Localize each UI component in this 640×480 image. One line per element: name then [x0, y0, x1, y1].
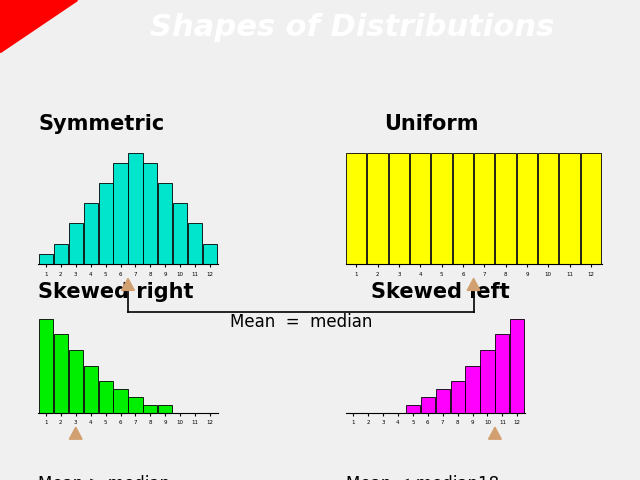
Bar	[559, 153, 580, 264]
Bar	[538, 153, 558, 264]
Bar	[510, 319, 524, 413]
Bar	[474, 153, 494, 264]
Bar	[68, 350, 83, 413]
Bar	[113, 389, 127, 413]
Bar	[173, 203, 188, 264]
Bar	[346, 153, 366, 264]
Bar	[99, 382, 113, 413]
Bar	[410, 153, 430, 264]
Bar	[453, 153, 473, 264]
Bar	[188, 224, 202, 264]
Bar	[451, 382, 465, 413]
Bar	[143, 163, 157, 264]
Bar	[367, 153, 388, 264]
Text: Symmetric: Symmetric	[38, 114, 164, 134]
Bar	[495, 334, 509, 413]
Polygon shape	[0, 0, 77, 52]
Bar	[39, 254, 53, 264]
Text: Mean > median: Mean > median	[38, 475, 170, 480]
Text: Skewed left: Skewed left	[371, 282, 510, 302]
Bar	[68, 224, 83, 264]
Bar	[581, 153, 601, 264]
Bar	[158, 183, 172, 264]
Bar	[158, 405, 172, 413]
Bar	[39, 319, 53, 413]
Bar	[495, 153, 516, 264]
Bar	[54, 244, 68, 264]
Text: Skewed right: Skewed right	[38, 282, 194, 302]
Text: Shapes of Distributions: Shapes of Distributions	[150, 13, 554, 42]
Text: Mean  =  median: Mean = median	[230, 313, 372, 331]
Bar	[517, 153, 537, 264]
Bar	[431, 153, 452, 264]
Bar	[129, 397, 143, 413]
Bar	[420, 397, 435, 413]
Bar	[465, 366, 479, 413]
Bar	[406, 405, 420, 413]
Bar	[143, 405, 157, 413]
Bar	[113, 163, 127, 264]
Text: Uniform: Uniform	[384, 114, 479, 134]
Bar	[481, 350, 495, 413]
Bar	[54, 334, 68, 413]
Bar	[436, 389, 450, 413]
Bar	[203, 244, 217, 264]
Bar	[389, 153, 409, 264]
Bar	[129, 153, 143, 264]
Bar	[84, 203, 98, 264]
Bar	[84, 366, 98, 413]
Bar	[99, 183, 113, 264]
Text: Mean < median18: Mean < median18	[346, 475, 499, 480]
